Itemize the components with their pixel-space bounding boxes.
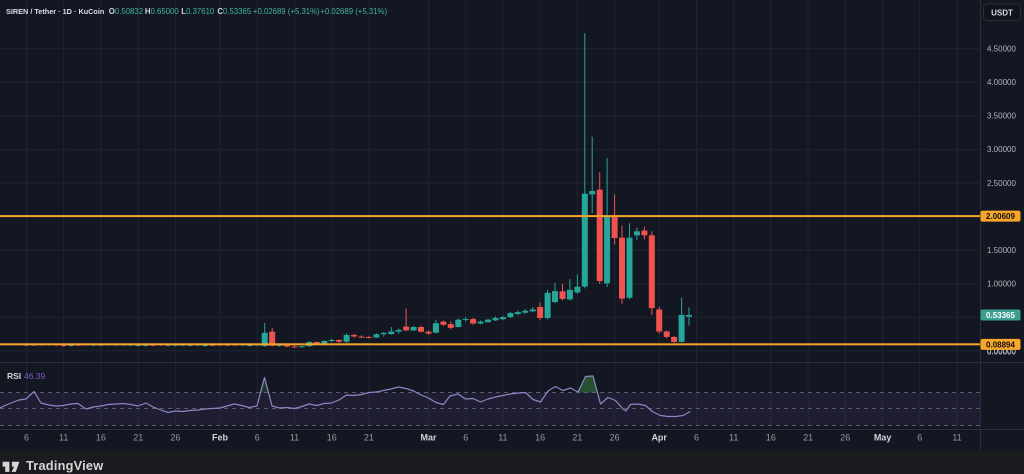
svg-text:0.08894: 0.08894 <box>986 340 1015 349</box>
svg-text:6: 6 <box>463 433 468 443</box>
svg-text:0.53365: 0.53365 <box>986 311 1015 320</box>
svg-text:21: 21 <box>572 433 582 443</box>
svg-text:46.39: 46.39 <box>24 371 46 381</box>
svg-text:2.00609: 2.00609 <box>986 212 1015 221</box>
svg-text:+0.02689 (+5.31%): +0.02689 (+5.31%) <box>320 7 387 16</box>
svg-text:26: 26 <box>170 433 180 443</box>
svg-text:H0.65000: H0.65000 <box>145 7 179 16</box>
svg-text:11: 11 <box>498 433 507 443</box>
svg-text:21: 21 <box>364 433 374 443</box>
svg-text:RSI: RSI <box>7 371 21 381</box>
svg-text:16: 16 <box>766 433 776 443</box>
svg-text:1.00000: 1.00000 <box>987 280 1016 289</box>
svg-text:L0.37610: L0.37610 <box>181 7 215 16</box>
svg-text:6: 6 <box>255 433 260 443</box>
svg-text:6: 6 <box>694 433 699 443</box>
svg-text:21: 21 <box>803 433 813 443</box>
svg-text:26: 26 <box>610 433 620 443</box>
svg-text:TradingView: TradingView <box>26 458 103 473</box>
svg-text:16: 16 <box>327 433 337 443</box>
svg-text:May: May <box>874 433 892 443</box>
svg-text:11: 11 <box>952 433 961 443</box>
svg-text:3.50000: 3.50000 <box>987 112 1016 121</box>
svg-text:26: 26 <box>840 433 850 443</box>
svg-text:16: 16 <box>96 433 106 443</box>
svg-text:0.00000: 0.00000 <box>987 347 1016 356</box>
svg-text:21: 21 <box>133 433 143 443</box>
svg-text:11: 11 <box>729 433 738 443</box>
svg-text:4.50000: 4.50000 <box>987 45 1016 54</box>
svg-text:16: 16 <box>535 433 545 443</box>
svg-text:+0.02689 (+5.31%): +0.02689 (+5.31%) <box>253 7 320 16</box>
svg-text:11: 11 <box>290 433 299 443</box>
svg-text:6: 6 <box>917 433 922 443</box>
svg-text:Mar: Mar <box>420 433 437 443</box>
svg-text:0.00000: 0.00000 <box>987 347 1016 356</box>
svg-text:6: 6 <box>24 433 29 443</box>
svg-text:3.00000: 3.00000 <box>987 145 1016 154</box>
svg-text:Apr: Apr <box>651 433 667 443</box>
svg-text:Feb: Feb <box>212 433 229 443</box>
svg-text:O0.50832: O0.50832 <box>109 7 143 16</box>
svg-text:11: 11 <box>59 433 68 443</box>
svg-text:2.50000: 2.50000 <box>987 179 1016 188</box>
svg-text:C0.53365: C0.53365 <box>217 7 251 16</box>
svg-text:4.00000: 4.00000 <box>987 78 1016 87</box>
svg-text:1.50000: 1.50000 <box>987 246 1016 255</box>
svg-text:SIREN / Tether · 1D · KuCoin: SIREN / Tether · 1D · KuCoin <box>6 7 104 16</box>
svg-text:USDT: USDT <box>991 8 1013 17</box>
